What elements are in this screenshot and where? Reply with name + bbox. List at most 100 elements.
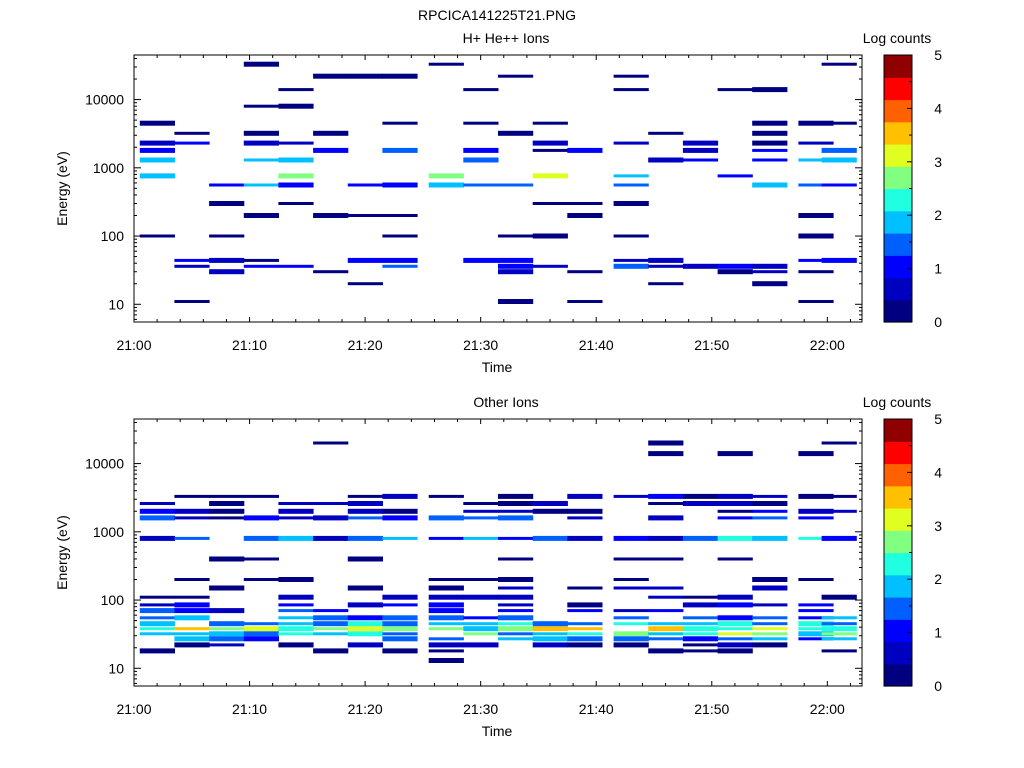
spectrogram-cell: [648, 515, 684, 521]
spectrogram-cell: [139, 157, 175, 163]
colorbar-tick-label: 1: [934, 261, 942, 277]
x-tick-label: 22:00: [810, 337, 845, 353]
colorbar-segment: [884, 654, 912, 660]
x-tick-label: 21:20: [348, 337, 383, 353]
spectrogram-cell: [498, 603, 534, 607]
spectrogram-cell: [139, 535, 175, 541]
spectrogram-cell: [498, 609, 534, 613]
spectrogram-cell: [278, 182, 314, 188]
spectrogram-cell: [717, 642, 753, 648]
spectrogram-cell: [498, 234, 534, 238]
spectrogram-cell: [382, 182, 418, 188]
colorbar-segment: [884, 650, 912, 656]
spectrogram-cell: [209, 627, 245, 631]
colorbar-segment: [884, 210, 912, 216]
spectrogram-cell: [428, 515, 464, 521]
colorbar-segment: [884, 55, 912, 61]
spectrogram-cell: [463, 121, 499, 125]
spectrogram-cell: [463, 502, 499, 505]
spectrogram-cell: [567, 300, 603, 303]
spectrogram-cell: [613, 183, 649, 187]
spectrogram-cell: [139, 616, 175, 620]
spectrogram-cell: [243, 626, 279, 632]
spectrogram-cell: [648, 493, 684, 499]
spectrogram-cell: [278, 603, 314, 607]
spectrogram-cell: [174, 578, 210, 581]
spectrogram-cell: [752, 627, 788, 631]
spectrogram-cell: [463, 88, 499, 92]
spectrogram-cell: [752, 603, 788, 607]
colorbar-segment: [884, 273, 912, 279]
spectrogram-cell: [428, 637, 464, 641]
colorbar-segment: [884, 103, 912, 109]
colorbar-label: Log counts: [863, 30, 932, 46]
colorbar-segment: [884, 299, 912, 305]
spectrogram-cell: [798, 300, 834, 303]
colorbar-segment: [884, 574, 912, 580]
spectrogram-cell: [532, 121, 568, 125]
colorbar-segment: [884, 313, 912, 319]
spectrogram-cell: [174, 627, 210, 631]
colorbar-segment: [884, 219, 912, 225]
colorbar-segment: [884, 201, 912, 207]
spectrogram-cell: [648, 622, 684, 626]
colorbar-segment: [884, 135, 912, 141]
spectrogram-cell: [567, 609, 603, 613]
spectrogram-cell: [209, 636, 245, 642]
spectrogram-cell: [278, 173, 314, 179]
spectrogram-cell: [313, 632, 349, 636]
colorbar-segment: [884, 668, 912, 674]
spectrogram-cell: [278, 609, 314, 613]
spectrogram-cell: [347, 615, 383, 621]
colorbar-segment: [884, 459, 912, 465]
spectrogram-cell: [648, 451, 684, 457]
x-tick-label: 21:30: [463, 701, 498, 717]
colorbar-segment: [884, 632, 912, 638]
colorbar-segment: [884, 139, 912, 145]
spectrogram-cell: [648, 595, 684, 599]
spectrogram-cell: [498, 577, 534, 582]
spectrogram-cell: [428, 585, 464, 591]
colorbar-segment: [884, 436, 912, 442]
colorbar-segment: [884, 583, 912, 589]
spectrogram-cell: [174, 636, 210, 642]
spectrogram-cell: [139, 502, 175, 505]
colorbar-segment: [884, 508, 912, 514]
spectrogram-cell: [278, 88, 314, 92]
spectrogram-cell: [278, 535, 314, 541]
spectrogram-cell: [717, 493, 753, 499]
spectrogram-cell: [798, 621, 834, 627]
spectrogram-cell: [243, 631, 279, 637]
colorbar-segment: [884, 197, 912, 203]
colorbar-segment: [884, 112, 912, 118]
spectrogram-cell: [243, 557, 279, 561]
spectrogram-cell: [752, 632, 788, 636]
spectrogram-cell: [821, 535, 857, 541]
colorbar-segment: [884, 450, 912, 456]
spectrogram-cell: [821, 637, 857, 641]
spectrogram-cell: [313, 621, 349, 627]
colorbar-tick-label: 3: [934, 518, 942, 534]
colorbar-segment: [884, 268, 912, 274]
spectrogram-cell: [682, 263, 719, 269]
spectrogram-cell: [798, 141, 834, 145]
spectrogram-cell: [821, 257, 857, 263]
spectrogram-cell: [313, 147, 349, 153]
colorbar-segment: [884, 467, 912, 473]
colorbar-segment: [884, 512, 912, 518]
colorbar-segment: [884, 215, 912, 221]
spectrogram-cell: [382, 603, 418, 607]
x-tick-label: 21:50: [694, 337, 729, 353]
colorbar-segment: [884, 619, 912, 625]
spectrogram-cell: [498, 615, 534, 621]
spectrogram-cell: [174, 300, 210, 303]
spectrogram-cell: [382, 632, 418, 636]
spectrogram-cell: [347, 535, 383, 541]
x-tick-label: 21:50: [694, 701, 729, 717]
spectrogram-cell: [717, 627, 753, 631]
spectrogram-cell: [752, 87, 788, 93]
colorbar-segment: [884, 476, 912, 482]
spectrogram-cell: [648, 131, 684, 135]
spectrogram-cell: [278, 577, 314, 582]
